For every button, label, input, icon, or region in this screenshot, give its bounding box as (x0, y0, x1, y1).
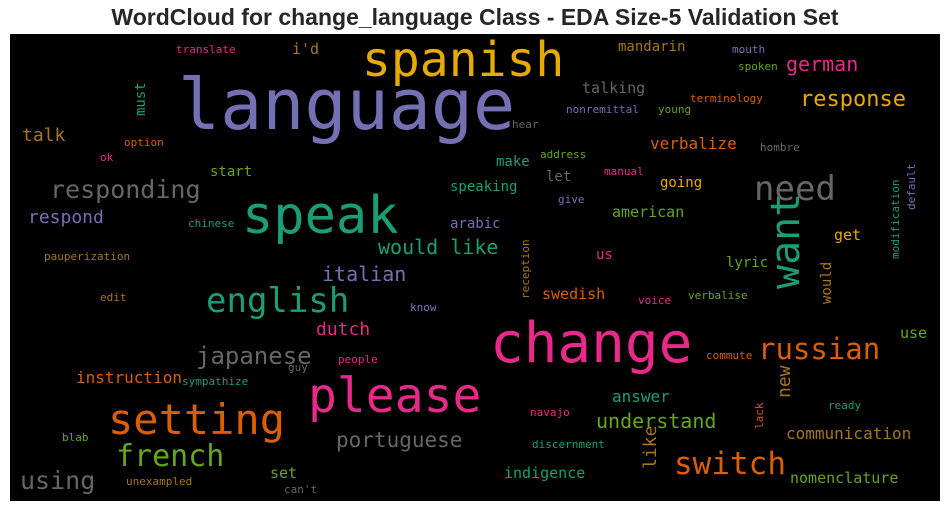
word-voice: voice (638, 294, 672, 307)
word-make: make (496, 154, 530, 170)
word-speaking: speaking (450, 179, 518, 195)
word-can-t: can't (284, 483, 318, 496)
word-must: must (133, 82, 149, 116)
word-edit: edit (100, 291, 127, 304)
word-pauperization: pauperization (44, 250, 131, 263)
word-italian: italian (322, 262, 407, 286)
word-verbalize: verbalize (650, 134, 737, 153)
chart-title: WordCloud for change_language Class - ED… (111, 4, 839, 30)
word-hombre: hombre (760, 141, 800, 154)
word-manual: manual (604, 165, 644, 178)
word-language: language (178, 64, 516, 146)
word-response: response (800, 87, 906, 112)
word-know: know (410, 301, 437, 314)
word-terminology: terminology (690, 92, 763, 105)
word-get: get (834, 226, 862, 244)
word-arabic: arabic (450, 216, 501, 232)
word-switch: switch (674, 446, 786, 482)
word-communication: communication (786, 424, 912, 443)
word-french: french (116, 439, 225, 474)
word-start: start (210, 164, 253, 180)
word-young: young (658, 103, 692, 116)
word-talk: talk (22, 125, 66, 146)
word-setting: setting (108, 395, 286, 444)
word-would-like: would like (378, 235, 499, 259)
word-set: set (270, 464, 298, 482)
word-need: need (754, 169, 836, 209)
word-spanish: spanish (362, 34, 565, 88)
word-portuguese: portuguese (336, 428, 463, 452)
word-german: german (786, 52, 859, 76)
word-discernment: discernment (532, 438, 605, 451)
word-english: english (206, 281, 350, 321)
word-american: american (612, 203, 685, 221)
word-new: new (774, 365, 795, 398)
word-going: going (660, 175, 703, 191)
word-responding: responding (50, 175, 201, 204)
word-russian: russian (758, 332, 881, 366)
word-use: use (900, 324, 928, 342)
word-change: change (490, 311, 693, 376)
word-japanese: japanese (196, 342, 312, 370)
word-talking: talking (582, 79, 646, 97)
word-reception: reception (519, 239, 532, 299)
word-navajo: navajo (530, 406, 570, 419)
word-i-d: i'd (292, 40, 320, 58)
word-using: using (20, 466, 96, 495)
word-chinese: chinese (188, 217, 235, 230)
word-give: give (558, 193, 585, 206)
word-option: option (124, 136, 164, 149)
word-lyric: lyric (726, 255, 769, 271)
word-indigence: indigence (504, 464, 586, 482)
word-understand: understand (596, 409, 717, 433)
word-lack: lack (753, 402, 766, 430)
word-like: like (640, 425, 661, 469)
word-mandarin: mandarin (618, 39, 686, 55)
word-swedish: swedish (542, 285, 606, 303)
word-spoken: spoken (738, 60, 778, 73)
word-let: let (546, 169, 572, 185)
word-instruction: instruction (76, 368, 182, 387)
word-respond: respond (28, 207, 104, 228)
word-verbalise: verbalise (688, 289, 748, 302)
word-default: default (905, 163, 918, 210)
word-nomenclature: nomenclature (790, 469, 899, 487)
word-modification: modification (889, 179, 902, 259)
word-blab: blab (62, 431, 89, 444)
word-would: would (819, 261, 835, 304)
wordcloud-canvas: language change speak spanish please setting w… (10, 34, 940, 501)
word-speak: speak (242, 186, 399, 246)
word-ok: ok (100, 151, 114, 164)
word-guy: guy (288, 361, 308, 374)
word-mouth: mouth (732, 43, 766, 56)
word-commute: commute (706, 349, 753, 362)
word-us: us (596, 247, 613, 263)
word-ready: ready (828, 399, 862, 412)
word-dutch: dutch (316, 319, 371, 340)
word-address: address (540, 148, 587, 161)
word-please: please (308, 368, 482, 424)
word-sympathize: sympathize (182, 375, 249, 388)
word-translate: translate (176, 43, 236, 56)
word-nonremittal: nonremittal (566, 103, 639, 116)
word-hear: hear (512, 118, 539, 131)
word-unexampled: unexampled (126, 475, 193, 488)
word-answer: answer (612, 387, 670, 406)
word-people: people (338, 353, 378, 366)
